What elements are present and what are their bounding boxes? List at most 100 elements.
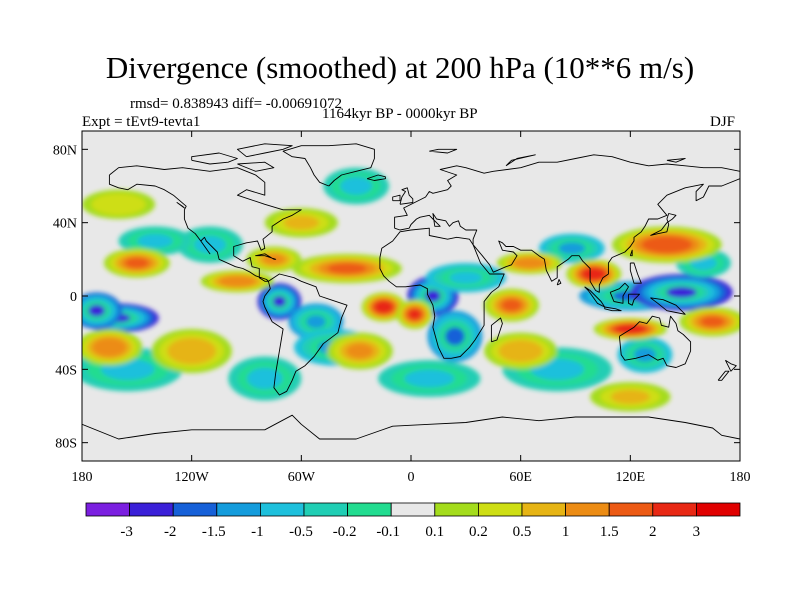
y-tick-label: 40N xyxy=(53,217,77,232)
anomaly-cell xyxy=(566,259,622,289)
anomaly-cell xyxy=(378,360,481,397)
colorbar-label: -0.5 xyxy=(289,524,313,540)
colorbar-swatch xyxy=(608,502,654,517)
coastline xyxy=(650,297,686,315)
anomaly-cell xyxy=(264,208,338,238)
coastline xyxy=(237,161,275,172)
anomaly-cell xyxy=(118,226,192,256)
colorbar-label: -0.1 xyxy=(376,524,400,540)
coastline xyxy=(366,174,386,181)
coastline xyxy=(490,317,503,343)
anomaly-cell xyxy=(82,189,156,219)
colorbar-label: 1.5 xyxy=(600,524,619,540)
colorbar-swatch xyxy=(652,502,697,517)
y-tick-label: 40S xyxy=(55,363,77,378)
anomaly-cell xyxy=(292,253,402,284)
colorbar-swatch xyxy=(303,502,348,517)
map-title: Divergence (smoothed) at 200 hPa (10**6 … xyxy=(105,50,695,85)
colorbar-label: -3 xyxy=(120,524,133,540)
colorbar-label: 3 xyxy=(693,524,701,540)
coastline xyxy=(236,143,293,158)
anomaly-cell xyxy=(103,248,170,278)
anomaly-cell xyxy=(590,382,671,412)
y-tick-label: 0 xyxy=(70,290,77,305)
colorbar-label: 0.1 xyxy=(425,524,444,540)
anomaly-cell xyxy=(484,332,558,370)
anomaly-cell xyxy=(679,307,740,337)
coastline xyxy=(399,187,414,205)
anomaly-cell xyxy=(326,332,393,370)
anomaly-cell xyxy=(538,233,605,263)
coastline xyxy=(82,414,740,440)
x-tick-label: 60E xyxy=(509,470,532,485)
colorbar-swatch xyxy=(129,502,174,517)
coastline xyxy=(191,152,238,165)
colorbar-swatch xyxy=(390,502,436,517)
coastline xyxy=(392,194,401,202)
anomaly-cell xyxy=(323,167,390,205)
colorbar-swatch xyxy=(347,502,392,517)
coastline xyxy=(629,262,642,284)
colorbar-label: 0.2 xyxy=(469,524,488,540)
anomaly-cell xyxy=(427,310,483,363)
colorbar-label: 0.5 xyxy=(513,524,532,540)
anomaly-cell xyxy=(151,329,232,373)
coastline xyxy=(282,143,375,187)
coastline xyxy=(604,306,622,312)
colorbar-label: 1 xyxy=(562,524,570,540)
colorbar-swatch xyxy=(216,502,261,517)
colorbar-label: -1 xyxy=(251,524,264,540)
colorbar-swatch xyxy=(477,502,523,517)
coastline xyxy=(666,158,686,163)
coastline xyxy=(717,370,730,381)
coastline xyxy=(629,249,633,257)
colorbar-label: -2 xyxy=(164,524,177,540)
stats-line: rmsd= 0.838943 diff= -0.00691072 xyxy=(130,96,343,112)
y-tick-label: 80N xyxy=(53,143,77,158)
coastline xyxy=(650,213,677,236)
anomaly-cell xyxy=(612,226,722,263)
x-tick-label: 180 xyxy=(72,470,93,485)
period-label: 1164kyr BP - 0000kyr BP xyxy=(322,106,478,122)
anomaly-cell xyxy=(200,270,274,293)
colorbar-swatch xyxy=(565,502,610,517)
coastline xyxy=(262,273,348,396)
colorbar-swatch xyxy=(259,502,305,517)
colorbar-label: 2 xyxy=(649,524,657,540)
colorbar-swatch xyxy=(434,502,479,517)
coastline xyxy=(379,227,505,359)
x-tick-label: 60W xyxy=(288,470,316,485)
anomaly-cell xyxy=(82,329,143,366)
coastline xyxy=(556,279,562,286)
anomaly-cell xyxy=(630,274,733,311)
colorbar-swatch xyxy=(172,502,218,517)
y-tick-label: 80S xyxy=(55,437,77,452)
anomaly-cell xyxy=(361,292,406,322)
anomaly-cell xyxy=(425,263,507,293)
x-tick-label: 120E xyxy=(616,470,646,485)
x-tick-label: 180 xyxy=(730,470,751,485)
anomaly-cell xyxy=(496,252,563,274)
coastline xyxy=(394,154,740,293)
season-label: DJF xyxy=(710,114,736,130)
coastline xyxy=(609,282,629,304)
coastline xyxy=(108,165,302,282)
coastline xyxy=(176,202,185,209)
colorbar-label: -0.2 xyxy=(333,524,357,540)
x-tick-label: 0 xyxy=(408,470,415,485)
colorbar-swatch xyxy=(696,502,741,517)
x-tick-label: 120W xyxy=(175,470,210,485)
anomaly-cell xyxy=(257,283,302,320)
anomaly-cell xyxy=(484,288,539,322)
colorbar-swatch xyxy=(521,502,566,517)
coastline xyxy=(255,253,277,260)
anomaly-cell xyxy=(617,336,673,373)
coastline xyxy=(505,154,536,167)
coastline xyxy=(429,148,458,154)
colorbar-label: -1.5 xyxy=(202,524,226,540)
anomaly-cell xyxy=(396,299,433,330)
colorbar-swatch xyxy=(85,502,130,517)
coastline xyxy=(628,293,640,306)
anomaly-cell xyxy=(228,356,302,401)
